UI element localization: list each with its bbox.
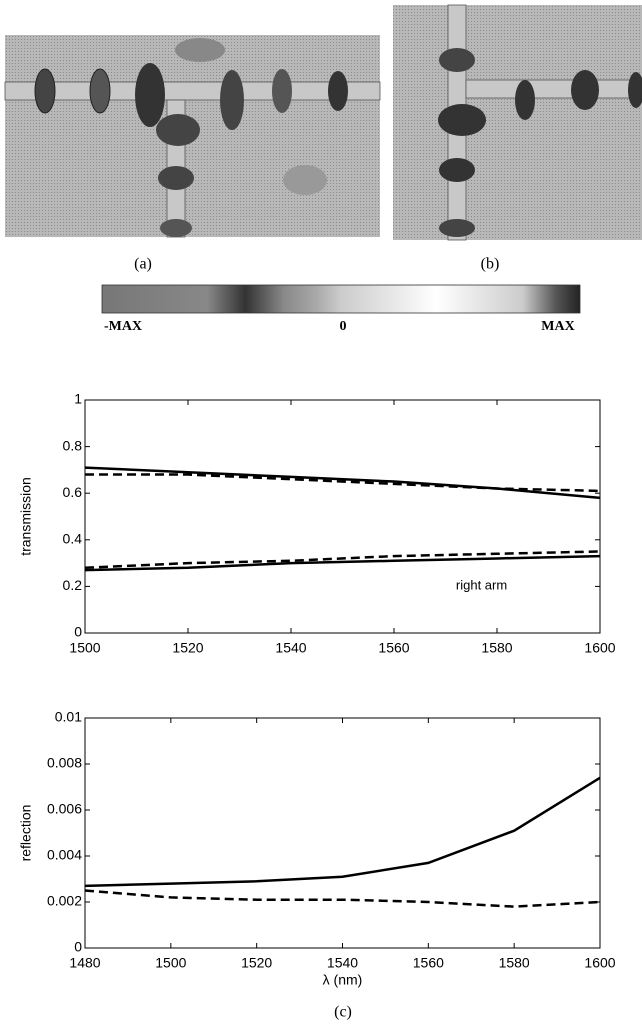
y-tick-label: 0: [74, 939, 82, 955]
series-line: [85, 473, 601, 493]
series-line: [84, 550, 601, 570]
x-tick-label: 1560: [378, 640, 409, 656]
colorbar-label: 0: [340, 319, 347, 334]
x-tick-label: 1500: [69, 640, 100, 656]
y-tick-label: 0.008: [47, 755, 82, 771]
x-tick-label: 1600: [584, 640, 615, 656]
x-tick-label: 1500: [155, 955, 186, 971]
field-image-a: [4, 35, 381, 238]
x-tick-label: 1520: [241, 955, 272, 971]
plot-frame: [84, 399, 601, 634]
x-tick-label: 1580: [499, 955, 530, 971]
x-tick-label: 1480: [69, 955, 100, 971]
series-line: [84, 889, 601, 908]
y-tick-label: 0.8: [63, 437, 83, 453]
y-tick-label: 0: [74, 624, 82, 640]
caption: (c): [334, 1004, 352, 1021]
x-tick-label: 1580: [481, 640, 512, 656]
annotation: right arm: [456, 577, 507, 592]
y-tick-label: 0.004: [47, 847, 82, 863]
series-line: [84, 776, 601, 888]
y-axis-label: transmission: [18, 477, 34, 556]
x-tick-label: 1520: [172, 640, 203, 656]
series-line: [84, 466, 601, 500]
panel-label: (b): [481, 256, 500, 273]
y-tick-label: 1: [74, 391, 82, 407]
x-tick-label: 1540: [275, 640, 306, 656]
colorbar-label: MAX: [541, 319, 574, 334]
y-tick-label: 0.6: [63, 484, 83, 500]
panel-label: (a): [134, 256, 152, 273]
colorbar-label: -MAX: [104, 319, 142, 334]
x-tick-label: 1540: [327, 955, 358, 971]
y-tick-label: 0.002: [47, 893, 82, 909]
series-line: [84, 554, 601, 572]
field-image-b: [393, 4, 642, 241]
y-tick-label: 0.006: [47, 801, 82, 817]
plot-frame: [84, 717, 601, 949]
colorbar: [101, 284, 581, 314]
y-axis-label: reflection: [18, 805, 34, 862]
y-tick-label: 0.2: [63, 577, 83, 593]
y-tick-label: 0.4: [63, 531, 83, 547]
x-tick-label: 1600: [584, 955, 615, 971]
x-axis-label: λ (nm): [323, 972, 363, 988]
x-tick-label: 1560: [413, 955, 444, 971]
y-tick-label: 0.01: [55, 709, 82, 725]
